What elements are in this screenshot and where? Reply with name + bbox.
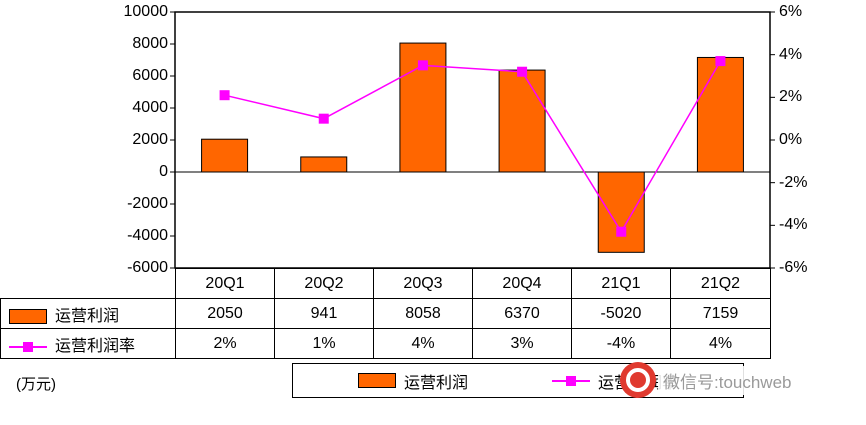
table-cell: 8058 — [373, 298, 473, 329]
bar-20Q4 — [498, 69, 546, 173]
left-axis-label: 6000 — [132, 67, 168, 84]
bar-20Q2 — [300, 156, 348, 173]
row-label-operating-margin: 运营利润率 — [0, 328, 176, 359]
table-cell: -5020 — [571, 298, 671, 329]
right-axis-label: -2% — [779, 173, 808, 191]
bar-swatch-icon — [357, 373, 396, 388]
margin-marker-20Q2 — [318, 113, 329, 124]
table-cell: 1% — [274, 328, 374, 359]
left-axis-label: 10000 — [123, 3, 169, 20]
table-cell: 6370 — [472, 298, 572, 329]
col-header-20q3: 20Q3 — [373, 268, 473, 299]
table-row-operating-profit: 运营利润 2050 941 8058 6370 -5020 7159 — [0, 298, 771, 329]
col-header-20q4: 20Q4 — [472, 268, 572, 299]
row-label-operating-profit: 运营利润 — [0, 298, 176, 329]
left-axis-label: 0 — [159, 163, 168, 180]
bar-21Q2 — [696, 56, 744, 173]
table-cell: 2% — [175, 328, 275, 359]
col-header-21q1: 21Q1 — [571, 268, 671, 299]
left-axis-label: 2000 — [132, 131, 168, 148]
right-axis-label: -4% — [779, 216, 808, 234]
col-header-20q1: 20Q1 — [175, 268, 275, 299]
watermark-text: 微信号:touchweb — [658, 365, 797, 395]
data-table: 20Q1 20Q2 20Q3 20Q4 21Q1 21Q2 运营利润 2050 … — [0, 268, 771, 359]
margin-marker-21Q2 — [715, 56, 726, 67]
right-axis-label: 6% — [779, 3, 803, 20]
bar-20Q1 — [201, 138, 249, 173]
table-cell: 7159 — [670, 298, 771, 329]
combo-chart-plot — [170, 11, 775, 269]
left-axis-label: -2000 — [127, 195, 168, 212]
right-axis-label: -6% — [779, 259, 808, 276]
table-row-operating-margin: 运营利润率 2% 1% 4% 3% -4% 4% — [0, 328, 771, 359]
col-header-21q2: 21Q2 — [670, 268, 771, 299]
left-axis-label: -4000 — [127, 227, 168, 244]
line-series-swatch-icon — [9, 339, 47, 354]
margin-marker-21Q1 — [616, 226, 627, 237]
table-cell: -4% — [571, 328, 671, 359]
unit-label: (万元) — [16, 376, 56, 393]
right-axis-label: 4% — [779, 45, 803, 63]
touchweb-logo-icon — [620, 362, 656, 398]
table-cell: 3% — [472, 328, 572, 359]
table-cell: 2050 — [175, 298, 275, 329]
right-axis-label: 0% — [779, 131, 803, 148]
plot-border — [174, 11, 771, 269]
left-axis-label: -6000 — [127, 259, 168, 276]
watermark: 微信号:touchweb — [620, 362, 797, 398]
left-axis-label: 8000 — [132, 35, 168, 52]
table-cell: 4% — [670, 328, 771, 359]
legend-item-operating-profit: 运营利润 — [357, 369, 468, 393]
left-axis-label: 4000 — [132, 99, 168, 116]
series-label: 运营利润 — [55, 307, 120, 325]
series-label: 运营利润率 — [55, 337, 136, 355]
right-axis-label: 2% — [779, 88, 803, 106]
margin-line — [224, 60, 722, 234]
margin-marker-20Q3 — [417, 60, 428, 71]
table-cell: 941 — [274, 298, 374, 329]
margin-marker-20Q4 — [517, 66, 528, 77]
bar-series-swatch-icon — [9, 308, 47, 324]
table-cell: 4% — [373, 328, 473, 359]
bar-21Q1 — [597, 171, 645, 253]
margin-marker-20Q1 — [219, 90, 230, 101]
legend-label: 运营利润 — [403, 374, 468, 392]
line-swatch-icon — [552, 373, 590, 388]
col-header-20q2: 20Q2 — [274, 268, 374, 299]
